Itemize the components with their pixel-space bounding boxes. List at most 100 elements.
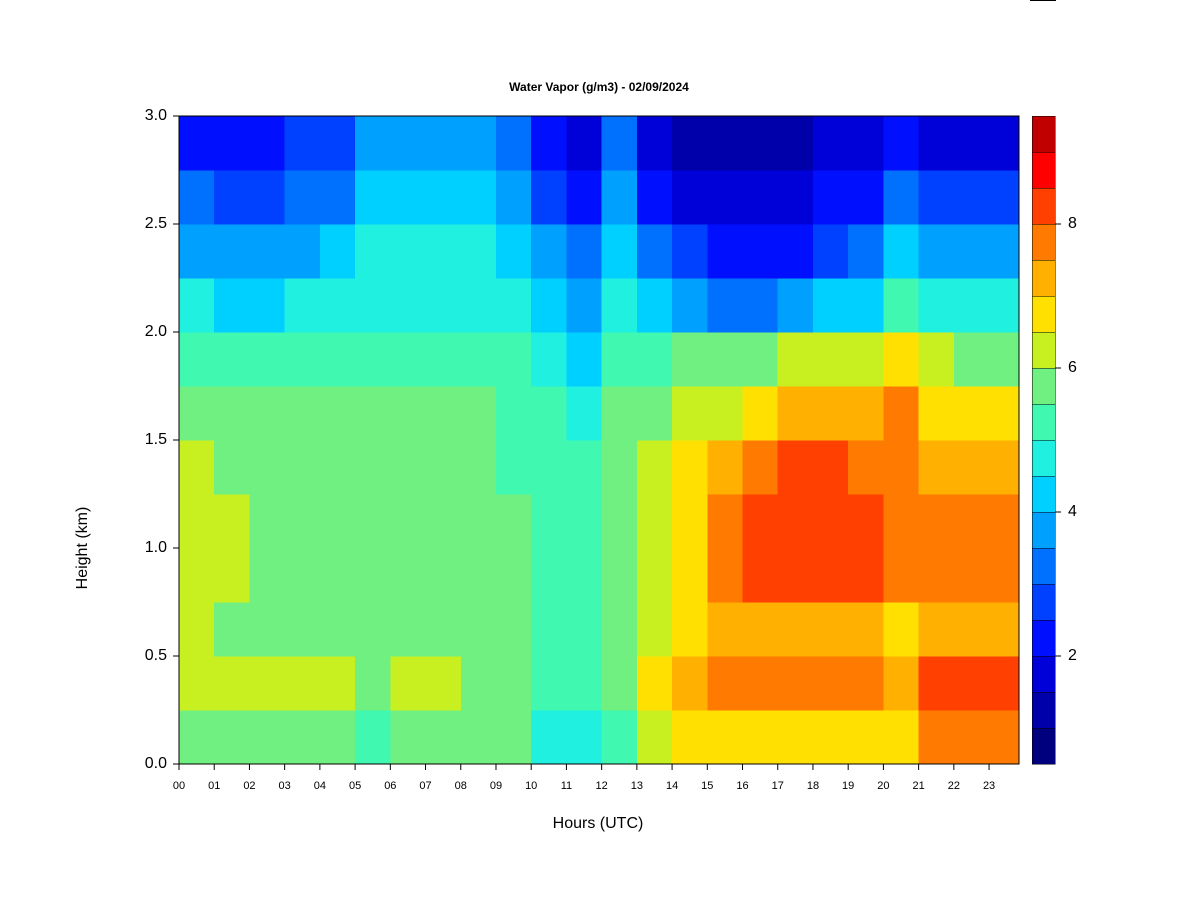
cell — [390, 440, 427, 495]
cell — [672, 656, 708, 711]
cell — [812, 440, 849, 495]
cell — [601, 494, 638, 549]
cell — [566, 440, 603, 495]
cell — [249, 278, 286, 333]
cell — [179, 710, 215, 765]
cell — [495, 494, 532, 549]
cell — [284, 332, 321, 387]
cell — [390, 332, 427, 387]
cell — [848, 116, 884, 171]
cell — [672, 170, 708, 225]
chart-title: Water Vapor (g/m3) - 02/09/2024 — [509, 80, 689, 94]
cell — [390, 602, 427, 657]
cell — [707, 386, 744, 441]
cell — [249, 386, 286, 441]
cell — [566, 494, 603, 549]
cell — [601, 224, 638, 279]
y-tick-label: 1.5 — [145, 431, 167, 448]
cell — [566, 386, 603, 441]
cell — [425, 332, 462, 387]
cell — [249, 548, 286, 603]
cell — [355, 440, 391, 495]
cell — [319, 602, 356, 657]
cell — [672, 386, 708, 441]
cell — [742, 170, 779, 225]
cell — [848, 386, 884, 441]
cell — [214, 332, 250, 387]
cell — [918, 278, 955, 333]
cell — [319, 440, 356, 495]
cell — [989, 224, 1020, 279]
cell — [390, 170, 427, 225]
cell — [707, 656, 744, 711]
cell — [707, 332, 744, 387]
x-tick-label: 02 — [243, 780, 255, 792]
cell — [883, 656, 920, 711]
cell — [989, 386, 1020, 441]
cell — [848, 710, 884, 765]
y-tick-label: 0.5 — [145, 647, 167, 664]
cell — [390, 224, 427, 279]
cell — [460, 656, 497, 711]
cell — [742, 602, 779, 657]
cell — [742, 494, 779, 549]
cell — [179, 656, 215, 711]
cell — [953, 710, 990, 765]
cell — [672, 332, 708, 387]
cell — [531, 602, 567, 657]
cell — [460, 224, 497, 279]
cell — [425, 278, 462, 333]
cell — [179, 386, 215, 441]
cell — [777, 170, 814, 225]
cell — [672, 548, 708, 603]
cell — [179, 278, 215, 333]
cell — [742, 224, 779, 279]
cell — [460, 602, 497, 657]
cell — [319, 224, 356, 279]
x-tick-label: 17 — [772, 780, 784, 792]
cell — [495, 332, 532, 387]
cell — [848, 656, 884, 711]
cell — [918, 548, 955, 603]
cell — [848, 440, 884, 495]
x-tick-label: 06 — [384, 780, 396, 792]
cell — [355, 494, 391, 549]
cell — [918, 170, 955, 225]
x-tick-label: 13 — [631, 780, 643, 792]
cell — [319, 386, 356, 441]
cell — [742, 440, 779, 495]
cell — [425, 548, 462, 603]
cell — [531, 656, 567, 711]
cell — [812, 332, 849, 387]
cell — [883, 548, 920, 603]
cell — [390, 494, 427, 549]
cell — [179, 440, 215, 495]
x-tick-label: 07 — [419, 780, 431, 792]
colorbar-band — [1031, 547, 1056, 585]
cell — [601, 170, 638, 225]
cell — [531, 548, 567, 603]
cell — [989, 602, 1020, 657]
y-tick-label: 3.0 — [145, 107, 167, 124]
cell — [319, 116, 356, 171]
cell — [777, 656, 814, 711]
cell — [777, 710, 814, 765]
cell — [531, 116, 567, 171]
cell — [425, 170, 462, 225]
cell — [812, 602, 849, 657]
cell — [636, 548, 673, 603]
cell — [707, 548, 744, 603]
cell — [672, 440, 708, 495]
cell — [601, 278, 638, 333]
heatmap — [179, 116, 1020, 765]
cell — [883, 278, 920, 333]
cell — [495, 278, 532, 333]
cell — [918, 494, 955, 549]
cell — [918, 224, 955, 279]
x-tick-label: 22 — [948, 780, 960, 792]
cell — [777, 494, 814, 549]
colorbar-band — [1031, 115, 1056, 153]
cell — [355, 116, 391, 171]
cell — [989, 278, 1020, 333]
colorbar-band — [1031, 439, 1056, 477]
